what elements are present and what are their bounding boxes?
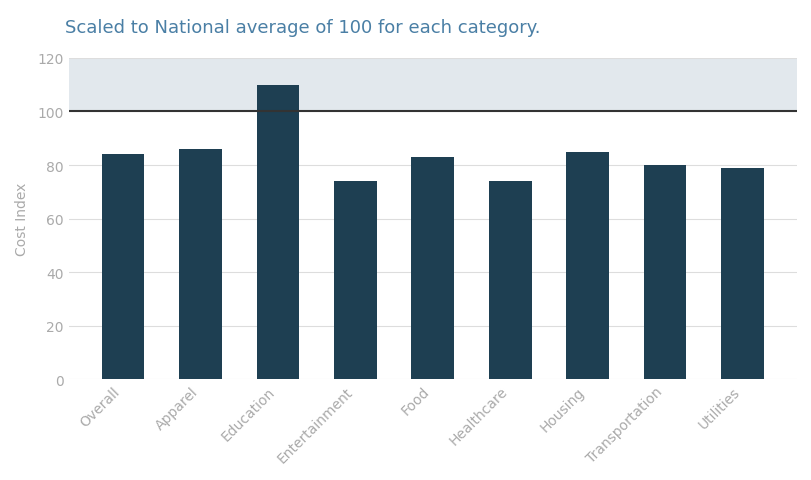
Text: Scaled to National average of 100 for each category.: Scaled to National average of 100 for ea… <box>65 19 540 37</box>
Bar <box>101 155 144 379</box>
Bar <box>179 150 221 379</box>
Bar <box>68 59 796 112</box>
Y-axis label: Cost Index: Cost Index <box>15 182 29 256</box>
Bar <box>256 85 298 379</box>
Bar <box>333 182 376 379</box>
Bar <box>411 157 453 379</box>
Bar <box>720 168 763 379</box>
Bar <box>566 152 608 379</box>
Bar <box>488 182 531 379</box>
Bar <box>643 166 685 379</box>
